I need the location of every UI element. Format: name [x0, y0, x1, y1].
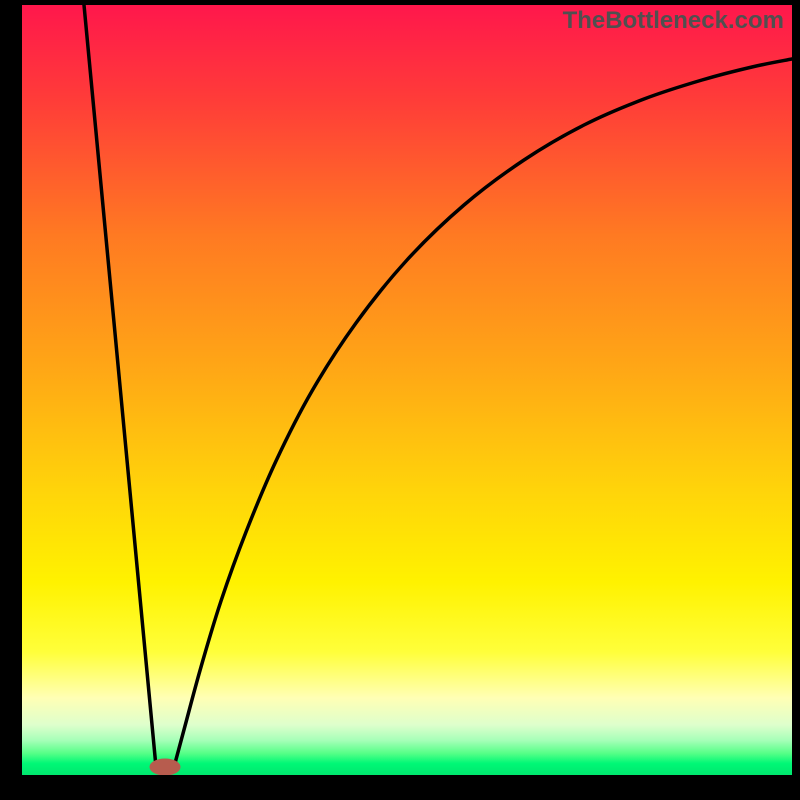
chart-container: TheBottleneck.com	[0, 0, 800, 800]
curve-right-branch	[174, 59, 792, 767]
curve-layer	[0, 0, 800, 800]
min-marker	[150, 759, 180, 775]
watermark-text: TheBottleneck.com	[563, 7, 784, 35]
curve-left-branch	[84, 5, 156, 767]
